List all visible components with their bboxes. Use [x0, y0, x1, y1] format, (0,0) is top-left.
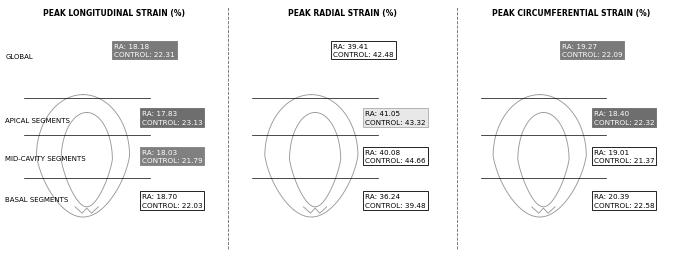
- Text: RA: 40.08
CONTROL: 44.66: RA: 40.08 CONTROL: 44.66: [365, 149, 426, 163]
- Text: RA: 41.05
CONTROL: 43.32: RA: 41.05 CONTROL: 43.32: [365, 111, 426, 125]
- Text: RA: 18.18
CONTROL: 22.31: RA: 18.18 CONTROL: 22.31: [114, 44, 175, 58]
- Text: RA: 18.70
CONTROL: 22.03: RA: 18.70 CONTROL: 22.03: [142, 194, 202, 208]
- Text: PEAK LONGITUDINAL STRAIN (%): PEAK LONGITUDINAL STRAIN (%): [43, 9, 185, 18]
- Text: BASAL SEGMENTS: BASAL SEGMENTS: [5, 196, 68, 202]
- Text: RA: 18.40
CONTROL: 22.32: RA: 18.40 CONTROL: 22.32: [594, 111, 654, 125]
- Text: MID-CAVITY SEGMENTS: MID-CAVITY SEGMENTS: [5, 156, 86, 162]
- Text: APICAL SEGMENTS: APICAL SEGMENTS: [5, 118, 71, 124]
- Text: RA: 36.24
CONTROL: 39.48: RA: 36.24 CONTROL: 39.48: [365, 194, 426, 208]
- Text: RA: 19.01
CONTROL: 21.37: RA: 19.01 CONTROL: 21.37: [594, 149, 654, 163]
- Text: PEAK RADIAL STRAIN (%): PEAK RADIAL STRAIN (%): [288, 9, 397, 18]
- Text: RA: 39.41
CONTROL: 42.48: RA: 39.41 CONTROL: 42.48: [334, 44, 394, 58]
- Text: RA: 18.03
CONTROL: 21.79: RA: 18.03 CONTROL: 21.79: [142, 149, 202, 163]
- Text: PEAK CIRCUMFERENTIAL STRAIN (%): PEAK CIRCUMFERENTIAL STRAIN (%): [492, 9, 650, 18]
- Text: RA: 17.83
CONTROL: 23.13: RA: 17.83 CONTROL: 23.13: [142, 111, 202, 125]
- Text: RA: 19.27
CONTROL: 22.09: RA: 19.27 CONTROL: 22.09: [562, 44, 623, 58]
- Text: RA: 20.39
CONTROL: 22.58: RA: 20.39 CONTROL: 22.58: [594, 194, 654, 208]
- Text: GLOBAL: GLOBAL: [5, 54, 34, 60]
